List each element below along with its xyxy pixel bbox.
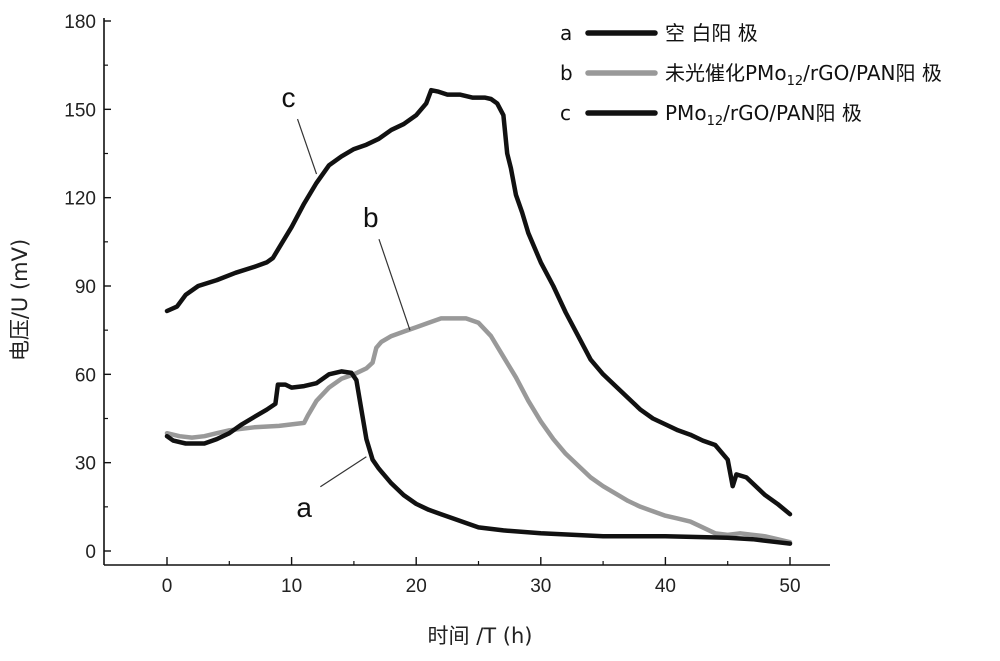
y-tick-label: 0	[85, 542, 96, 563]
series-layer	[164, 87, 793, 546]
y-axis-label: 电压/U (mV)	[8, 239, 32, 361]
legend-letter-a: a	[560, 21, 572, 45]
x-tick-label: 30	[530, 576, 551, 597]
series-line-b	[164, 316, 793, 545]
y-tick-label: 180	[64, 12, 96, 33]
x-axis-ticks: 0 10 20 30 40 50	[162, 557, 801, 597]
curve-label-a: a	[296, 492, 312, 523]
annotations: c b a	[282, 82, 411, 523]
curve-label-c: c	[282, 82, 296, 113]
x-tick-label: 10	[281, 576, 302, 597]
x-tick-label: 0	[162, 576, 173, 597]
y-tick-label: 60	[75, 365, 96, 386]
annotation-leader-b	[378, 238, 411, 331]
y-tick-label: 120	[64, 189, 96, 210]
legend-letter-c: c	[560, 101, 571, 125]
y-tick-label: 150	[64, 100, 96, 121]
x-axis-label: 时间 /T (h)	[428, 624, 533, 648]
x-tick-label: 20	[406, 576, 427, 597]
legend-label-b: 未光催化PMo12/rGO/PAN阳 极	[665, 61, 942, 89]
series-line-c	[164, 87, 793, 517]
legend-entry-b: b 未光催化PMo12/rGO/PAN阳 极	[560, 61, 942, 89]
annotation-leader-a	[320, 456, 367, 488]
y-tick-label: 30	[75, 454, 96, 475]
y-tick-label: 90	[75, 277, 96, 298]
legend-label-a: 空 白阳 极	[665, 21, 758, 45]
legend: a 空 白阳 极 b 未光催化PMo12/rGO/PAN阳 极 c PMo12/…	[560, 21, 942, 129]
annotation-leader-c	[296, 118, 318, 175]
legend-label-c: PMo12/rGO/PAN阳 极	[665, 101, 862, 129]
x-tick-label: 40	[655, 576, 676, 597]
legend-entry-a: a 空 白阳 极	[560, 21, 758, 45]
curve-label-b: b	[363, 202, 379, 233]
y-axis-ticks: 0 30 60 90 120 150 180	[64, 12, 111, 563]
legend-entry-c: c PMo12/rGO/PAN阳 极	[560, 101, 862, 129]
x-tick-label: 50	[779, 576, 800, 597]
series-line-a	[164, 369, 793, 546]
legend-letter-b: b	[560, 61, 573, 85]
